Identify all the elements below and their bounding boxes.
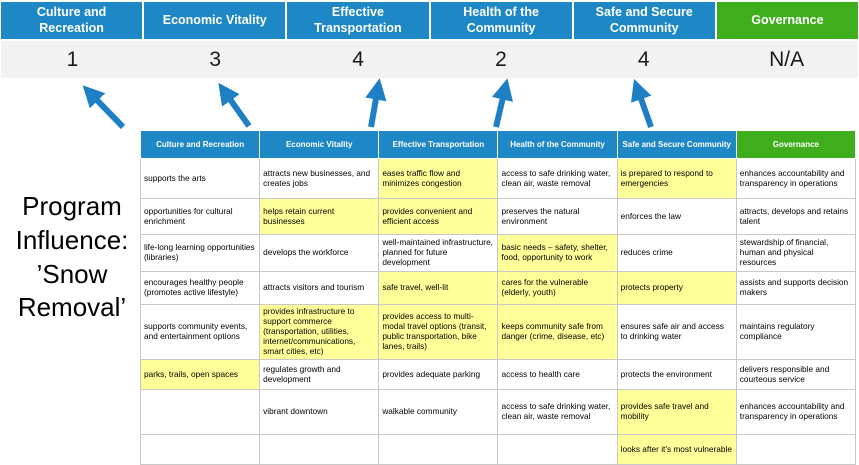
matrix-cell: preserves the natural environment — [497, 198, 618, 235]
matrix-cell: supports community events, and entertain… — [139, 304, 261, 360]
pillar-score-0: 1 — [66, 47, 79, 71]
pillar-score-4: 4 — [637, 47, 650, 71]
matrix-cell — [139, 389, 261, 435]
matrix-cell: attracts, develops and retains talent — [735, 198, 857, 235]
matrix-row-4: supports community events, and entertain… — [139, 304, 857, 360]
matrix-cell: walkable community — [378, 389, 499, 435]
pillar-score-band: 1 3 4 2 4 N/A — [1, 41, 858, 78]
matrix-cell: develops the workforce — [259, 234, 380, 272]
matrix-cell: opportunities for cultural enrichment — [139, 198, 261, 235]
matrix-cell-highlighted: is prepared to respond to emergencies — [616, 158, 737, 199]
matrix-cell-highlighted: parks, trails, open spaces — [139, 359, 261, 390]
matrix-cell: access to safe drinking water, clean air… — [497, 389, 618, 435]
matrix-cell: enforces the law — [616, 198, 737, 235]
matrix-cell: reduces crime — [616, 234, 737, 272]
matrix-cell: assists and supports decision makers — [735, 271, 857, 305]
up-arrow-icon — [365, 78, 387, 128]
matrix-cell: regulates growth and development — [259, 359, 380, 390]
pillar-score-2: 4 — [352, 47, 364, 71]
pillar-score-3: 2 — [495, 47, 507, 71]
matrix-row-0: supports the arts attracts new businesses… — [139, 158, 857, 199]
influence-matrix: Culture and Recreation Economic Vitality E… — [139, 130, 857, 465]
up-arrow-icon — [631, 78, 654, 128]
matrix-cell: vibrant downtown — [259, 389, 380, 435]
matrix-cell-highlighted: helps retain current businesses — [259, 198, 380, 235]
matrix-cell-highlighted: basic needs – safety, shelter, food, opp… — [497, 234, 618, 272]
matrix-cell: provides adequate parking — [378, 359, 499, 390]
matrix-cell-highlighted: provides infrastructure to support comme… — [259, 304, 380, 360]
matrix-header-0: Culture and Recreation — [139, 130, 261, 159]
matrix-cell-highlighted: keeps community safe from danger (crime,… — [497, 304, 618, 360]
pillar-score-5: N/A — [769, 47, 805, 71]
matrix-row-1: opportunities for cultural enrichment hel… — [139, 198, 857, 235]
matrix-cell — [735, 434, 857, 465]
matrix-cell-highlighted: cares for the vulnerable (elderly, youth… — [497, 271, 618, 305]
matrix-header-3: Health of the Community — [497, 130, 618, 159]
matrix-cell — [259, 434, 380, 465]
matrix-cell-highlighted: provides access to multi-modal travel op… — [378, 304, 499, 360]
up-arrow-icon — [82, 85, 126, 130]
matrix-header-2: Effective Transportation — [378, 130, 499, 159]
matrix-cell: enhances accountability and transparency… — [735, 389, 857, 435]
matrix-cell: ensures safe air and access to drinking … — [616, 304, 737, 360]
matrix-cell: attracts visitors and tourism — [259, 271, 380, 305]
matrix-cell: access to safe drinking water, clean air… — [497, 158, 618, 199]
pillar-header-band: Culture and Recreation Economic Vitality E… — [1, 2, 858, 39]
matrix-cell: enhances accountability and transparency… — [735, 158, 857, 199]
matrix-row-5: parks, trails, open spaces regulates grow… — [139, 359, 857, 390]
matrix-cell: stewardship of financial, human and phys… — [735, 234, 857, 272]
matrix-cell: maintains regulatory compliance — [735, 304, 857, 360]
pillar-header-3: Health of the Community — [430, 2, 572, 39]
matrix-cell — [497, 434, 618, 465]
matrix-cell-highlighted: eases traffic flow and minimizes congest… — [378, 158, 499, 199]
matrix-header-5: Governance — [735, 130, 857, 159]
matrix-cell-highlighted: looks after it's most vulnerable — [616, 434, 737, 465]
pillar-score-1: 3 — [209, 47, 222, 71]
matrix-cell-highlighted: provides convenient and efficient access — [378, 198, 499, 235]
program-influence-label: Program Influence: ’Snow Removal’ — [15, 191, 129, 323]
matrix-row-6: vibrant downtown walkable community access… — [139, 389, 857, 435]
matrix-cell: protects the environment — [616, 359, 737, 390]
pillar-header-5: Governance — [716, 2, 858, 39]
matrix-row-7: looks after it's most vulnerable — [139, 434, 857, 465]
matrix-cell: supports the arts — [139, 158, 261, 199]
up-arrow-icon — [491, 78, 514, 128]
matrix-header-1: Economic Vitality — [259, 130, 380, 159]
up-arrow-icon — [218, 82, 252, 128]
matrix-cell: encourages healthy people (promotes acti… — [139, 271, 261, 305]
matrix-cell — [378, 434, 499, 465]
matrix-row-2: life-long learning opportunities (librar… — [139, 234, 857, 272]
matrix-body: supports the arts attracts new businesses… — [139, 158, 857, 465]
matrix-header-4: Safe and Secure Community — [616, 130, 737, 159]
matrix-cell — [139, 434, 261, 465]
matrix-header-row: Culture and Recreation Economic Vitality E… — [139, 130, 857, 159]
matrix-cell-highlighted: protects property — [616, 271, 737, 305]
pillar-header-1: Economic Vitality — [144, 2, 286, 39]
matrix-cell: life-long learning opportunities (librar… — [139, 234, 261, 272]
pillar-header-2: Effective Transportation — [287, 2, 429, 39]
matrix-cell: well-maintained infrastructure, planned … — [378, 234, 499, 272]
matrix-cell: delivers responsible and courteous servi… — [735, 359, 857, 390]
matrix-cell-highlighted: safe travel, well-lit — [378, 271, 499, 305]
matrix-cell-highlighted: provides safe travel and mobility — [616, 389, 737, 435]
matrix-cell: attracts new businesses, and creates job… — [259, 158, 380, 199]
pillar-header-4: Safe and Secure Community — [573, 2, 715, 39]
matrix-row-3: encourages healthy people (promotes acti… — [139, 271, 857, 305]
pillar-header-0: Culture and Recreation — [1, 2, 143, 39]
matrix-cell: access to health care — [497, 359, 618, 390]
